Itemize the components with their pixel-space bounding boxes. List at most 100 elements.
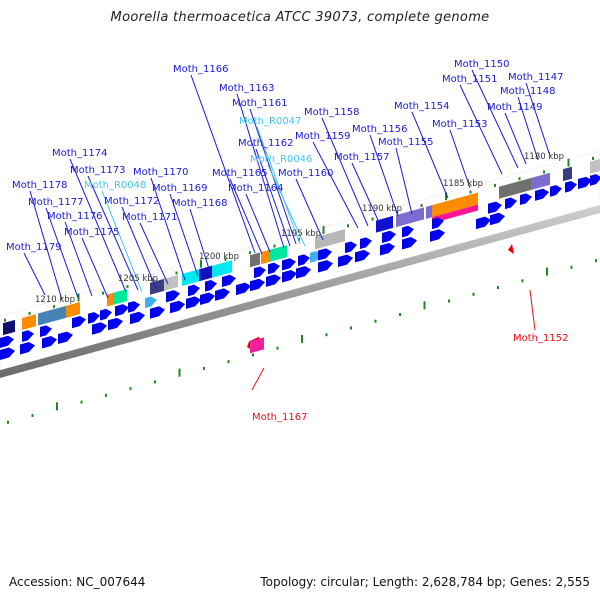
feature-block[interactable] bbox=[315, 229, 345, 250]
gene-label[interactable]: Moth_R0046 bbox=[250, 154, 312, 165]
feature-block[interactable] bbox=[3, 319, 15, 336]
gene-arrow[interactable] bbox=[402, 225, 414, 238]
gene-arrow[interactable] bbox=[520, 193, 532, 205]
gene-arrow[interactable] bbox=[338, 254, 353, 268]
gene-label[interactable]: Moth_1168 bbox=[172, 198, 227, 209]
gene-arrow[interactable] bbox=[432, 217, 444, 230]
gene-label[interactable]: Moth_1147 bbox=[508, 72, 563, 83]
gene-arrow[interactable] bbox=[88, 312, 100, 324]
gene-arrow[interactable] bbox=[298, 254, 310, 267]
feature-block[interactable] bbox=[531, 172, 550, 190]
gene-label[interactable]: Moth_1148 bbox=[500, 86, 555, 97]
gene-label[interactable]: Moth_1156 bbox=[352, 124, 407, 135]
gene-arrow[interactable] bbox=[355, 249, 370, 263]
gene-label[interactable]: Moth_1169 bbox=[152, 183, 207, 194]
gene-label[interactable]: Moth_1171 bbox=[122, 212, 177, 223]
gene-arrow[interactable] bbox=[430, 229, 445, 242]
gene-label[interactable]: Moth_1150 bbox=[454, 59, 509, 70]
gene-label[interactable]: Moth_1159 bbox=[295, 131, 350, 142]
gene-label[interactable]: Moth_1176 bbox=[47, 211, 102, 222]
feature-block[interactable] bbox=[376, 215, 393, 233]
gene-arrow[interactable] bbox=[58, 331, 73, 345]
feature-block[interactable] bbox=[250, 252, 260, 268]
feature-block[interactable] bbox=[515, 177, 531, 195]
gene-arrow[interactable] bbox=[130, 311, 145, 325]
feature-block[interactable] bbox=[38, 305, 66, 326]
feature-block[interactable] bbox=[164, 275, 178, 291]
gene-label[interactable]: Moth_1172 bbox=[104, 196, 159, 207]
gene-arrow[interactable] bbox=[590, 174, 600, 186]
feature-blocks[interactable] bbox=[0, 158, 600, 360]
gene-arrow[interactable] bbox=[222, 274, 236, 287]
gene-arrow[interactable] bbox=[505, 197, 517, 210]
feature-block[interactable] bbox=[182, 269, 199, 286]
gene-arrow[interactable] bbox=[282, 269, 297, 283]
gene-arrow[interactable] bbox=[402, 236, 417, 250]
gene-arrow[interactable] bbox=[250, 278, 265, 292]
reverse-feature[interactable] bbox=[508, 244, 514, 254]
gene-label[interactable]: Moth_1174 bbox=[52, 148, 107, 159]
gene-arrow[interactable] bbox=[296, 266, 311, 279]
gene-arrow[interactable] bbox=[345, 241, 357, 254]
gene-arrow[interactable] bbox=[200, 292, 215, 305]
gene-label[interactable]: Moth_1151 bbox=[442, 74, 497, 85]
feature-block[interactable] bbox=[107, 292, 113, 307]
gene-arrow[interactable] bbox=[565, 180, 577, 193]
gene-arrow[interactable] bbox=[0, 347, 15, 360]
gene-arrow[interactable] bbox=[550, 185, 562, 197]
gene-label[interactable]: Moth_1170 bbox=[133, 167, 188, 178]
gene-label[interactable]: Moth_1149 bbox=[487, 102, 542, 113]
feature-block[interactable] bbox=[22, 314, 36, 330]
feature-block[interactable] bbox=[396, 207, 424, 228]
gene-arrow[interactable] bbox=[108, 317, 123, 331]
gene-arrow[interactable] bbox=[476, 216, 491, 230]
gene-arrow[interactable] bbox=[20, 342, 35, 355]
gene-label[interactable]: Moth_1158 bbox=[304, 107, 359, 118]
gene-label[interactable]: Moth_1166 bbox=[173, 64, 228, 75]
feature-block[interactable] bbox=[261, 250, 269, 265]
gene-arrow[interactable] bbox=[92, 322, 107, 335]
gene-label[interactable]: Moth_1173 bbox=[70, 165, 125, 176]
gene-arrow[interactable] bbox=[215, 288, 230, 301]
gene-arrow[interactable] bbox=[578, 176, 592, 190]
gene-arrow[interactable] bbox=[205, 279, 217, 292]
gene-label-reverse[interactable]: Moth_1167 bbox=[252, 412, 307, 423]
gene-label[interactable]: Moth_1153 bbox=[432, 119, 487, 130]
feature-block[interactable] bbox=[432, 192, 478, 218]
gene-labels[interactable]: Moth_1179Moth_1178Moth_1177Moth_1176Moth… bbox=[6, 59, 568, 423]
gene-label-reverse[interactable]: Moth_1152 bbox=[513, 333, 568, 344]
feature-block[interactable] bbox=[432, 204, 478, 224]
gene-label[interactable]: Moth_1164 bbox=[228, 183, 283, 194]
gene-label[interactable]: Moth_1154 bbox=[394, 101, 449, 112]
gene-label[interactable]: Moth_R0048 bbox=[84, 180, 146, 191]
gene-label[interactable]: Moth_R0047 bbox=[239, 116, 301, 127]
gene-arrow[interactable] bbox=[236, 282, 251, 296]
gene-arrow[interactable] bbox=[318, 260, 333, 273]
gene-arrow[interactable] bbox=[100, 308, 112, 321]
gene-arrow[interactable] bbox=[254, 266, 266, 279]
feature-block[interactable] bbox=[212, 260, 232, 278]
gene-arrow[interactable] bbox=[166, 290, 180, 303]
gene-label[interactable]: Moth_1161 bbox=[232, 98, 287, 109]
gene-arrow[interactable] bbox=[318, 248, 332, 261]
gene-arrow[interactable] bbox=[282, 258, 296, 271]
gene-arrow[interactable] bbox=[266, 274, 281, 287]
gene-arrow[interactable] bbox=[488, 201, 502, 214]
feature-block[interactable] bbox=[66, 302, 80, 318]
gene-arrow[interactable] bbox=[170, 300, 185, 314]
gene-arrow[interactable] bbox=[72, 316, 86, 329]
gene-arrow[interactable] bbox=[145, 296, 157, 309]
gene-label[interactable]: Moth_1162 bbox=[238, 138, 293, 149]
gene-arrow[interactable] bbox=[188, 284, 200, 297]
gene-label[interactable]: Moth_1160 bbox=[278, 168, 333, 179]
gene-label[interactable]: Moth_1178 bbox=[12, 180, 67, 191]
gene-arrow[interactable] bbox=[42, 335, 57, 349]
gene-arrow[interactable] bbox=[382, 230, 396, 243]
gene-arrow[interactable] bbox=[186, 296, 201, 309]
gene-label[interactable]: Moth_1175 bbox=[64, 227, 119, 238]
gene-arrow[interactable] bbox=[22, 330, 34, 342]
gene-arrow[interactable] bbox=[0, 335, 14, 348]
gene-arrow[interactable] bbox=[535, 188, 549, 201]
gene-arrow[interactable] bbox=[128, 301, 140, 313]
